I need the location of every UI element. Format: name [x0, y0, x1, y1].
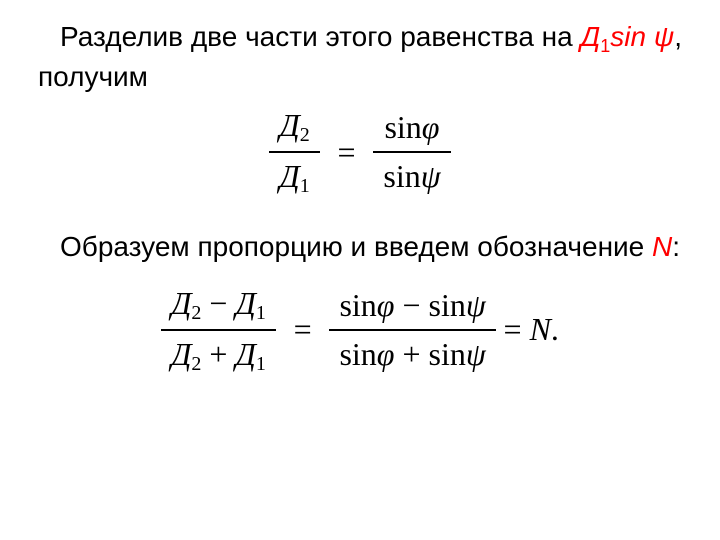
equation-1: Д2 Д1 = sinφ sinψ	[38, 102, 682, 202]
eq1-rhs-den-sin: sin	[383, 158, 420, 194]
eq2-lhs-num-a: Д	[171, 285, 191, 321]
eq1-lhs-num: Д2	[269, 102, 319, 153]
para1-D-sub: 1	[600, 36, 610, 56]
para2-pre: Образуем пропорцию и введем обозначение	[60, 231, 652, 262]
eq2-rhs-den: sinφ + sinψ	[329, 331, 495, 378]
eq1-lhs-den: Д1	[269, 153, 319, 202]
eq2-dot: .	[551, 311, 559, 347]
para1-sin: sin	[610, 21, 654, 52]
eq2-lhs-num-minus: −	[201, 285, 235, 321]
eq2-rhs: sinφ − sinψ sinφ + sinψ	[329, 282, 495, 378]
para1-psi: ψ	[654, 21, 674, 52]
eq2-rhs-num-psi: ψ	[466, 287, 486, 323]
eq1-equals: =	[328, 131, 366, 174]
eq1-lhs: Д2 Д1	[269, 102, 319, 202]
eq2-rhs-num: sinφ − sinψ	[329, 282, 495, 331]
eq2-rhs-num-sin2: sin	[429, 287, 466, 323]
eq1-rhs-den-psi: ψ	[421, 158, 441, 194]
eq2-lhs-den-b: Д	[235, 336, 255, 372]
eq2-rhs-den-psi: ψ	[466, 336, 486, 372]
eq2-lhs-den-b-sub: 1	[256, 353, 266, 375]
eq1-rhs-num-phi: φ	[422, 109, 440, 145]
eq2-lhs-den-a: Д	[171, 336, 191, 372]
eq2-lhs-den-plus: +	[201, 336, 235, 372]
eq2-rhs-den-phi: φ	[377, 336, 395, 372]
paragraph-2: Образуем пропорцию и введем обозначение …	[38, 228, 682, 266]
eq2-tail: = N.	[504, 308, 559, 351]
eq2-lhs-num-b-sub: 1	[256, 302, 266, 324]
equation-2: Д2 − Д1 Д2 + Д1 = sinφ − sinψ sinφ + sin…	[38, 280, 682, 380]
eq2-rhs-den-sin2: sin	[429, 336, 466, 372]
eq2-lhs-num-b: Д	[235, 285, 255, 321]
para2-post: :	[672, 231, 680, 262]
eq2-equals-1: =	[284, 308, 322, 351]
para1-term: Д1sin ψ	[581, 21, 675, 52]
eq2-lhs-den: Д2 + Д1	[161, 331, 276, 380]
eq2-lhs-num: Д2 − Д1	[161, 280, 276, 331]
eq2-lhs: Д2 − Д1 Д2 + Д1	[161, 280, 276, 380]
paragraph-1: Разделив две части этого равенства на Д1…	[38, 18, 682, 96]
eq2-rhs-den-plus: +	[394, 336, 428, 372]
eq1-rhs-den: sinψ	[373, 153, 450, 200]
eq2-rhs-num-minus: −	[394, 287, 428, 323]
eq2-rhs-num-sin1: sin	[339, 287, 376, 323]
eq1-lhs-den-D: Д	[279, 158, 299, 194]
para2-N: N	[652, 231, 672, 262]
eq2-lhs-num-a-sub: 2	[191, 302, 201, 324]
para1-pre: Разделив две части этого равенства на	[60, 21, 581, 52]
eq1-lhs-den-sub: 1	[300, 175, 310, 197]
eq1-lhs-num-D: Д	[279, 107, 299, 143]
slide: Разделив две части этого равенства на Д1…	[0, 0, 720, 540]
eq1-rhs: sinφ sinψ	[373, 104, 450, 200]
eq1-lhs-num-sub: 2	[300, 124, 310, 146]
eq1-rhs-num: sinφ	[373, 104, 450, 153]
para1-D: Д	[581, 21, 601, 52]
eq2-N: N	[530, 311, 551, 347]
eq2-rhs-num-phi: φ	[377, 287, 395, 323]
eq2-equals-2: =	[504, 311, 530, 347]
eq2-lhs-den-a-sub: 2	[191, 353, 201, 375]
eq2-rhs-den-sin1: sin	[339, 336, 376, 372]
eq1-rhs-num-sin: sin	[384, 109, 421, 145]
